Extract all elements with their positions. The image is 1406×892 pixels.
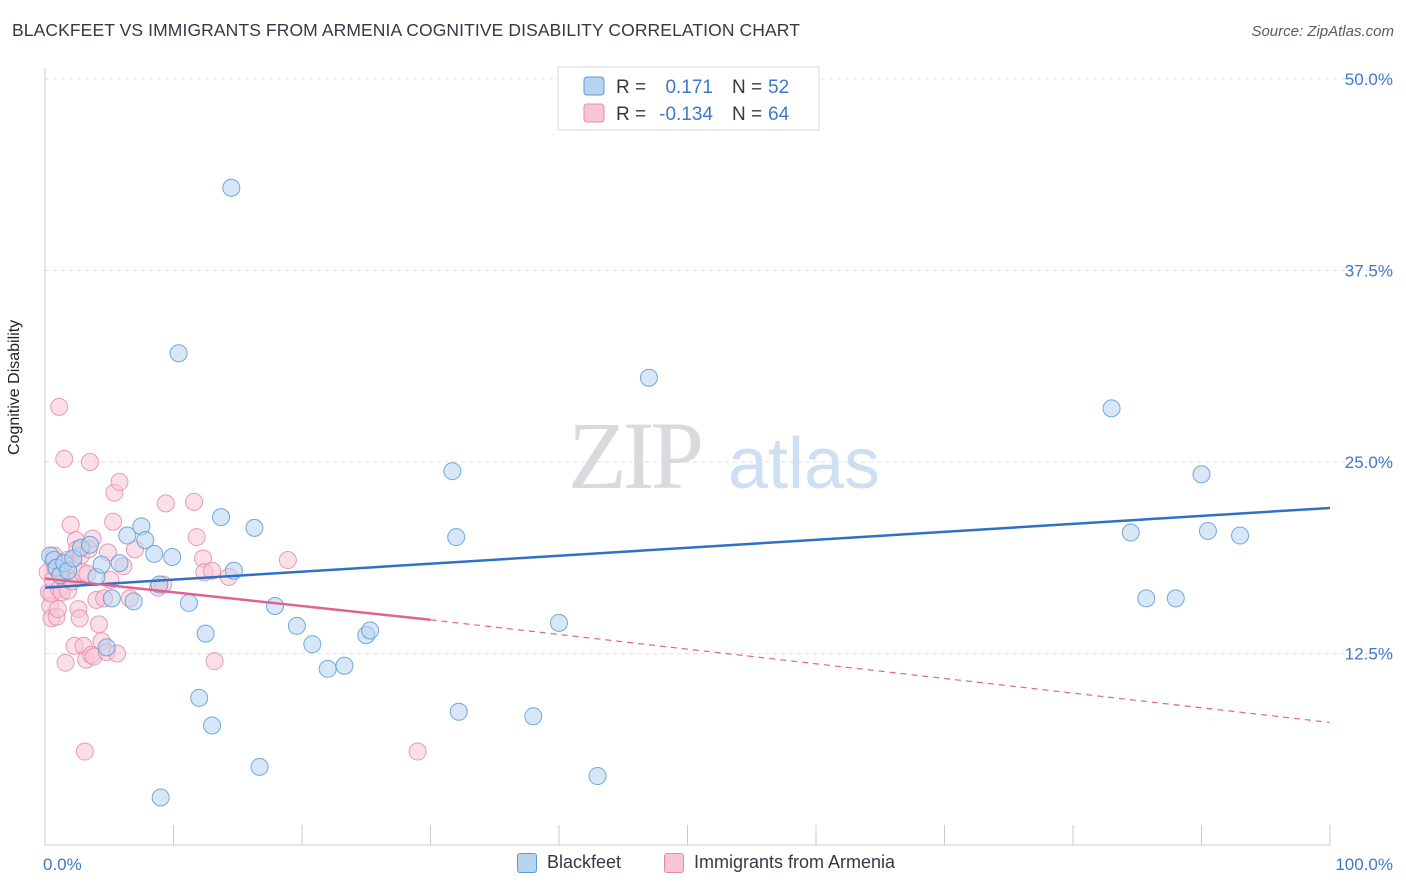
legend-box: R = 0.171 N = 52 R = -0.134 N = 64: [557, 66, 820, 131]
legend-swatch: [583, 76, 605, 96]
point-blackfeet: [124, 592, 143, 611]
point-armenia: [50, 397, 69, 416]
point-blackfeet: [190, 688, 209, 707]
point-blackfeet: [145, 544, 164, 563]
point-blackfeet: [449, 702, 468, 721]
point-blackfeet: [179, 593, 198, 612]
trend-line-armenia: [44, 577, 431, 622]
legend-item-blackfeet[interactable]: Blackfeet: [517, 852, 621, 873]
point-blackfeet: [287, 616, 306, 635]
legend-item-armenia[interactable]: Immigrants from Armenia: [664, 852, 895, 873]
x-tick-label-min: 0.0%: [43, 855, 82, 874]
point-blackfeet: [196, 624, 215, 643]
y-axis-label: Cognitive Disability: [6, 319, 23, 455]
point-armenia: [408, 742, 427, 761]
legend-r-value: -0.134: [659, 104, 713, 125]
legend-n-value: 64: [768, 104, 790, 125]
point-blackfeet: [1198, 521, 1217, 540]
point-armenia: [187, 528, 206, 547]
point-blackfeet: [1231, 526, 1250, 545]
point-armenia: [156, 494, 175, 513]
point-armenia: [56, 653, 75, 672]
point-armenia: [70, 609, 89, 628]
y-tick-label: 12.5%: [1345, 645, 1393, 664]
legend-r-label: R =: [616, 77, 646, 98]
point-blackfeet: [203, 716, 222, 735]
point-blackfeet: [303, 635, 322, 654]
point-blackfeet: [110, 554, 129, 573]
trend-lines: [44, 506, 1331, 724]
point-blackfeet: [1166, 589, 1185, 608]
watermark-zip: ZIP: [568, 402, 701, 509]
legend-n-label: N =: [732, 104, 762, 125]
point-blackfeet: [266, 597, 285, 616]
legend-r-value: 0.171: [665, 77, 713, 98]
point-blackfeet: [97, 638, 116, 657]
point-blackfeet: [250, 757, 269, 776]
point-blackfeet: [151, 788, 170, 807]
point-blackfeet: [163, 547, 182, 566]
y-tick-label: 37.5%: [1345, 262, 1393, 281]
point-armenia: [205, 652, 224, 671]
legend-swatch-pink: [664, 852, 684, 873]
point-blackfeet: [169, 344, 188, 363]
point-armenia: [80, 453, 99, 471]
point-blackfeet: [318, 659, 337, 678]
point-blackfeet: [80, 535, 99, 554]
source-label: Source: ZipAtlas.com: [1251, 23, 1394, 40]
point-blackfeet: [1137, 589, 1156, 608]
point-armenia: [278, 551, 297, 570]
point-blackfeet: [550, 613, 568, 632]
legend-r-label: R =: [616, 104, 646, 125]
point-blackfeet: [1102, 399, 1121, 418]
point-blackfeet: [92, 555, 111, 574]
point-blackfeet: [245, 518, 264, 537]
point-armenia: [48, 600, 67, 619]
point-blackfeet: [524, 707, 543, 726]
point-blackfeet: [443, 462, 462, 481]
watermark-atlas: atlas: [728, 424, 880, 504]
legend-label-blackfeet: Blackfeet: [547, 852, 622, 872]
point-blackfeet: [222, 178, 241, 197]
legend-n-value: 52: [768, 77, 789, 98]
legend-bottom: Blackfeet Immigrants from Armenia: [0, 852, 1406, 878]
point-armenia: [104, 512, 123, 531]
point-armenia: [61, 515, 80, 534]
point-blackfeet: [1121, 523, 1140, 542]
point-blackfeet: [118, 526, 137, 545]
legend-swatch: [583, 103, 605, 123]
point-blackfeet: [361, 621, 380, 640]
y-tick-label: 25.0%: [1345, 453, 1393, 472]
point-armenia: [55, 449, 74, 468]
point-armenia: [110, 472, 129, 491]
point-blackfeet: [335, 656, 354, 675]
point-blackfeet: [639, 368, 658, 387]
y-tick-label: 50.0%: [1345, 70, 1393, 89]
chart-title: BLACKFEET VS IMMIGRANTS FROM ARMENIA COG…: [12, 20, 801, 40]
axes: [44, 68, 1331, 846]
point-armenia: [89, 615, 108, 634]
data-points: [38, 178, 1250, 807]
point-blackfeet: [1192, 465, 1211, 484]
trend-line-blackfeet: [44, 506, 1331, 589]
point-blackfeet: [447, 528, 466, 547]
point-blackfeet: [212, 508, 231, 527]
tick-labels: 12.5% 25.0% 37.5% 50.0% 0.0% 100.0%: [43, 70, 1393, 874]
point-armenia: [203, 561, 222, 580]
x-tick-label-max: 100.0%: [1335, 855, 1393, 874]
point-blackfeet: [136, 531, 155, 550]
watermark: ZIP atlas: [568, 402, 880, 509]
trend-line-armenia-dashed: [430, 619, 1331, 724]
point-armenia: [185, 492, 204, 511]
point-blackfeet: [102, 589, 121, 608]
point-armenia: [75, 742, 94, 761]
legend-swatch-blue: [517, 852, 537, 873]
legend-label-armenia: Immigrants from Armenia: [694, 852, 896, 872]
grid-lines: [45, 78, 1392, 654]
legend-n-label: N =: [732, 77, 762, 98]
point-blackfeet: [588, 767, 607, 786]
